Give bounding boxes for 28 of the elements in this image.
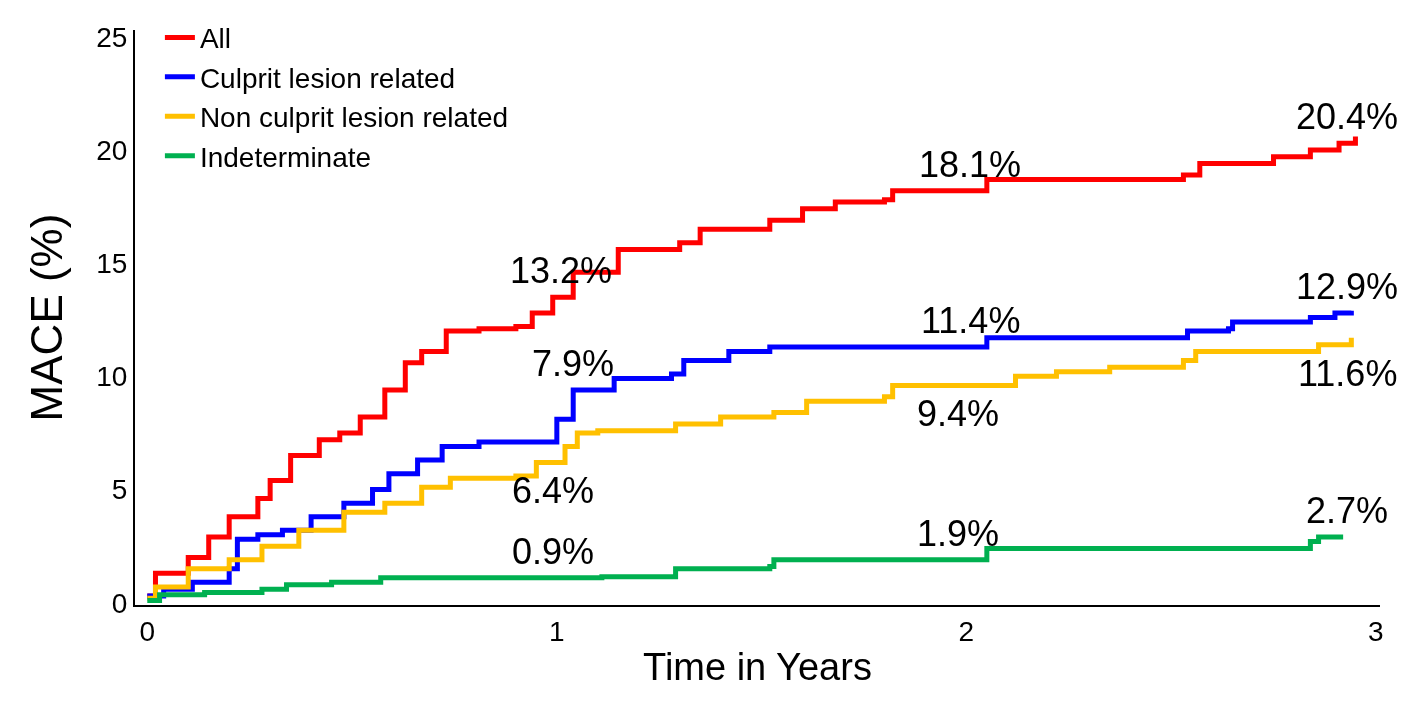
y-tick-label: 0	[111, 587, 128, 619]
y-axis-title: MACE (%)	[21, 213, 71, 422]
x-tick-label: 0	[139, 615, 156, 647]
y-tick-label: 20	[96, 134, 128, 166]
legend-label: Non culprit lesion related	[199, 102, 509, 134]
annotation: 6.4%	[512, 470, 595, 511]
legend-label: All	[199, 23, 232, 55]
x-axis-title: Time in Years	[643, 646, 872, 689]
annotation: 20.4%	[1296, 96, 1399, 137]
annotation: 13.2%	[510, 250, 613, 291]
annotation: 12.9%	[1296, 266, 1399, 307]
y-tick-label: 10	[96, 361, 128, 393]
annotation: 7.9%	[532, 343, 615, 384]
y-tick-label: 25	[96, 21, 128, 53]
annotation: 2.7%	[1306, 490, 1389, 531]
x-tick-label: 2	[958, 615, 975, 647]
legend-label: Culprit lesion related	[199, 62, 456, 94]
annotation: 1.9%	[917, 513, 1000, 554]
x-tick-label: 1	[549, 615, 565, 647]
y-tick-label: 15	[96, 247, 128, 279]
x-tick-label: 3	[1368, 615, 1384, 647]
annotation: 18.1%	[919, 144, 1022, 185]
y-tick-label: 5	[111, 474, 128, 506]
legend-label: Indeterminate	[199, 141, 372, 173]
annotation: 0.9%	[512, 531, 595, 572]
annotation: 11.4%	[921, 300, 1021, 341]
annotation: 11.6%	[1298, 353, 1398, 394]
annotation: 9.4%	[917, 393, 1000, 434]
